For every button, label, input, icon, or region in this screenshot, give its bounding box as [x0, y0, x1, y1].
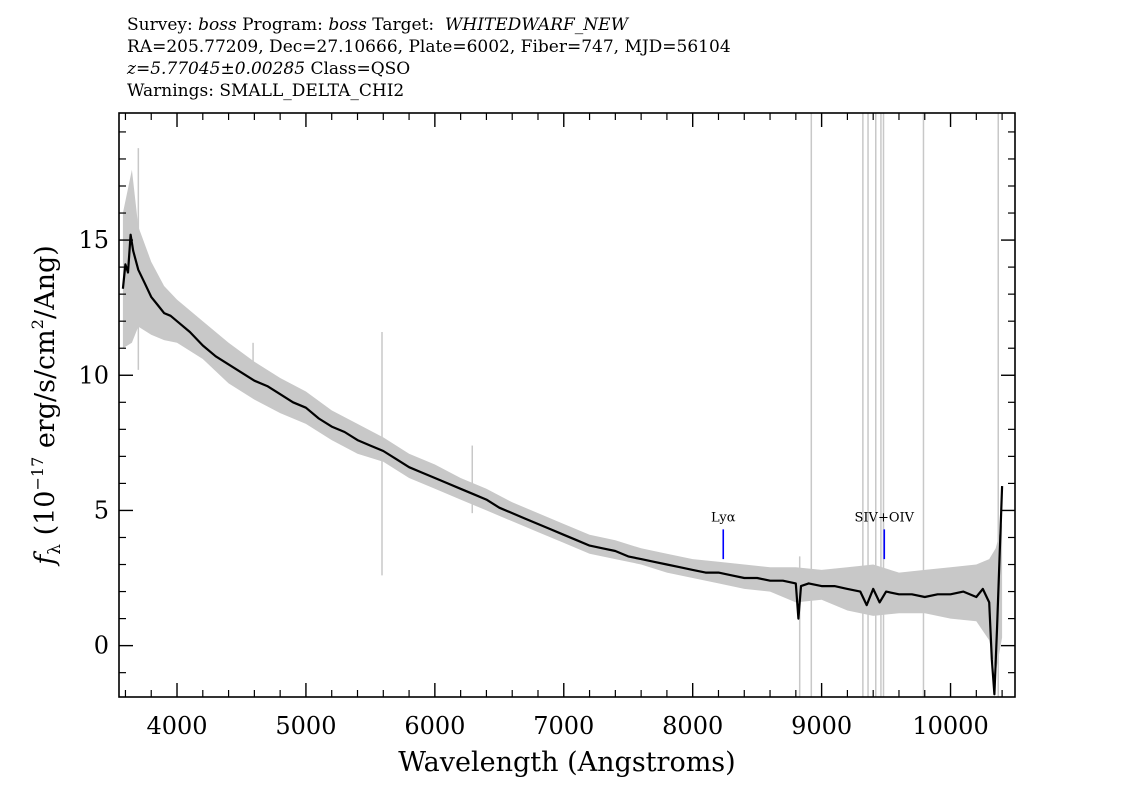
emission-line-label: Lyα: [711, 510, 736, 525]
x-tick-label: 4000: [146, 712, 207, 740]
y-tick-label: 5: [94, 496, 109, 524]
tick-layer: 4000 5000 6000 7000 8000 9000 10000 0 5 10 15: [78, 113, 1015, 740]
survey-line: Survey: boss Program: boss Target: WHITE…: [127, 14, 731, 36]
target-value: WHITEDWARF_NEW: [444, 15, 629, 35]
redshift-value: z=5.77045±0.00285: [127, 59, 306, 79]
y-label-units-pre: (10: [30, 491, 61, 544]
emission-line-label: SIV+OIV: [855, 510, 915, 525]
flux-line: [121, 233, 1004, 696]
flux-layer: [121, 233, 1004, 696]
program-value: boss: [328, 15, 367, 35]
x-tick-label: 9000: [791, 712, 852, 740]
redshift-line: z=5.77045±0.00285 Class=QSO: [127, 58, 731, 80]
x-tick-label: 6000: [404, 712, 465, 740]
y-label-units-mid: erg/s/cm: [30, 329, 61, 457]
survey-value: boss: [198, 15, 237, 35]
coordinates-line: RA=205.77209, Dec=27.10666, Plate=6002, …: [127, 37, 731, 57]
class-value: Class=QSO: [310, 59, 411, 79]
x-tick-label: 7000: [533, 712, 594, 740]
spectrum-header: Survey: boss Program: boss Target: WHITE…: [127, 14, 731, 102]
target-label: Target:: [372, 15, 435, 35]
y-label-lambda: λ: [45, 544, 65, 555]
y-label-exponent-2: 2: [28, 319, 47, 329]
plot-frame: [118, 112, 1016, 698]
x-tick-label: 8000: [662, 712, 723, 740]
y-label-exponent: −17: [28, 457, 47, 491]
y-tick-label: 0: [94, 632, 109, 660]
y-axis-title: fλ (10−17 erg/s/cm2/Ang): [28, 245, 65, 567]
y-label-units-post: /Ang): [30, 245, 61, 319]
x-axis-title: Wavelength (Angstroms): [398, 747, 735, 778]
x-tick-label: 10000: [912, 712, 988, 740]
program-label: Program:: [242, 15, 323, 35]
warnings-line: Warnings: SMALL_DELTA_CHI2: [127, 81, 405, 101]
axes-layer: [118, 112, 1016, 698]
y-tick-label: 15: [78, 226, 109, 254]
survey-label: Survey:: [127, 15, 193, 35]
line-annotation-layer: Lyα SIV+OIV: [711, 510, 915, 560]
x-tick-label: 5000: [275, 712, 336, 740]
y-tick-label: 10: [78, 361, 109, 389]
